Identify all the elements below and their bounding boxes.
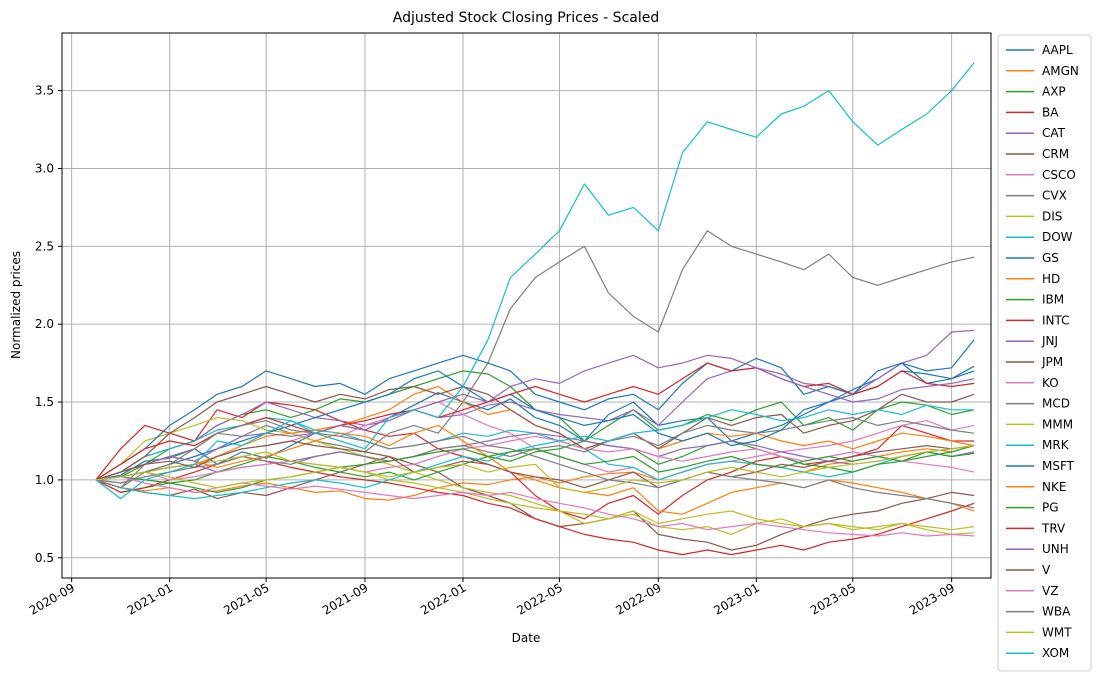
legend-label: WMT (1042, 625, 1072, 639)
legend-label: CRM (1042, 147, 1069, 161)
series-line-wmt (95, 445, 975, 493)
plot-frame (61, 32, 992, 579)
y-axis-title: Normalized prices (9, 251, 23, 359)
legend-label: JPM (1041, 355, 1063, 369)
y-tick-label: 3.5 (35, 84, 54, 98)
legend-label: GS (1042, 251, 1059, 265)
series-line-mmm (95, 451, 975, 531)
y-tick-label: 1.5 (35, 395, 54, 409)
legend-label: DOW (1042, 230, 1073, 244)
legend-label: AXP (1042, 85, 1066, 99)
legend-label: KO (1042, 376, 1059, 390)
legend-label: AAPL (1042, 43, 1073, 57)
legend-label: MRK (1042, 438, 1070, 452)
chart-title: Adjusted Stock Closing Prices - Scaled (393, 10, 660, 26)
y-axis: 0.5 1.0 1.5 2.0 2.5 3.0 3.5 (35, 84, 62, 565)
series-line-msft (95, 339, 975, 481)
legend-label: CAT (1042, 126, 1066, 140)
legend-label: CSCO (1042, 168, 1076, 182)
legend-label: MCD (1042, 397, 1070, 411)
series-line-jpm (95, 385, 975, 481)
legend-label: V (1042, 563, 1051, 577)
series-line-v (95, 440, 975, 489)
legend-label: WBA (1042, 605, 1071, 619)
legend-label: VZ (1042, 584, 1058, 598)
x-axis-title: Date (512, 631, 541, 645)
legend-label: BA (1042, 105, 1059, 119)
y-tick-label: 2.5 (35, 239, 54, 253)
legend-label: MMM (1042, 417, 1073, 431)
series-line-unh (95, 354, 975, 481)
legend-label: CVX (1042, 189, 1067, 203)
legend: AAPL AMGN AXP BA CAT CRM CSCO CVX DIS DOW GS HD IBM I… (997, 34, 1092, 672)
y-tick-label: 3.0 (35, 161, 54, 175)
legend-label: AMGN (1042, 64, 1079, 78)
series-line-wba (95, 420, 975, 509)
legend-label: INTC (1042, 313, 1070, 327)
y-tick-label: 0.5 (35, 551, 54, 565)
legend-label: IBM (1042, 293, 1064, 307)
legend-label: HD (1042, 272, 1060, 286)
y-tick-label: 1.0 (35, 473, 54, 487)
series-line-mrk (95, 404, 975, 500)
y-tick-label: 2.0 (35, 317, 54, 331)
legend-label: NKE (1042, 480, 1066, 494)
legend-label: DIS (1042, 209, 1062, 223)
series-line-xom (95, 62, 975, 500)
series-lines (95, 62, 975, 556)
legend-label: PG (1042, 501, 1059, 515)
legend-label: XOM (1042, 646, 1069, 660)
legend-label: TRV (1041, 521, 1066, 535)
legend-label: MSFT (1042, 459, 1075, 473)
legend-label: JNJ (1041, 334, 1058, 348)
series-line-pg (95, 448, 975, 493)
series-line-gs (95, 354, 975, 481)
legend-box (997, 34, 1092, 672)
legend-label: UNH (1042, 542, 1069, 556)
